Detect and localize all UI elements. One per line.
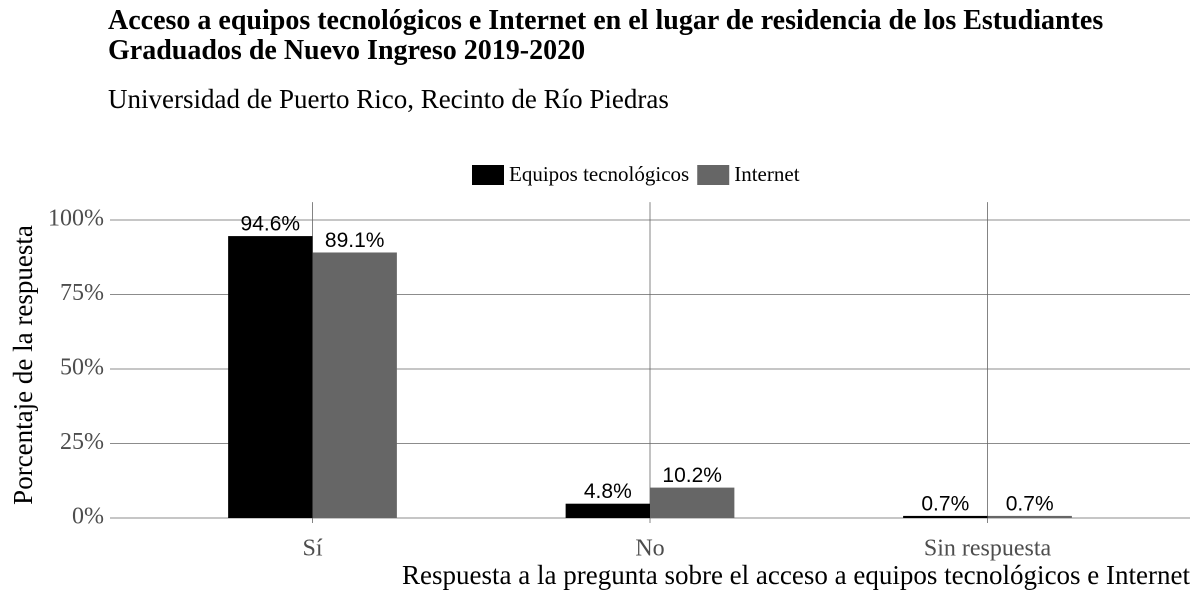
chart-subtitle: Universidad de Puerto Rico, Recinto de R… (108, 84, 669, 114)
bar (228, 236, 313, 519)
y-axis-label: Porcentaje de la respuesta (8, 225, 38, 505)
bar (650, 487, 735, 518)
y-tick-label: 75% (60, 280, 104, 306)
data-label: 10.2% (662, 464, 722, 487)
y-tick-label: 25% (60, 429, 104, 455)
legend-label: Internet (734, 162, 799, 186)
legend-swatch (472, 165, 504, 185)
legend-swatch (697, 165, 730, 185)
data-label: 89.1% (325, 229, 385, 252)
legend-label: Equipos tecnológicos (509, 162, 689, 186)
bar (565, 503, 650, 518)
x-axis-label: Respuesta a la pregunta sobre el acceso … (402, 560, 1190, 590)
data-label: 0.7% (921, 492, 969, 515)
bar (312, 252, 397, 518)
x-tick-label: Sí (302, 536, 322, 562)
data-label: 0.7% (1006, 492, 1054, 515)
chart-title: Acceso a equipos tecnológicos e Internet… (108, 6, 1104, 66)
bar (903, 515, 988, 518)
y-tick-label: 0% (72, 504, 104, 530)
x-tick-label: Sin respuesta (924, 536, 1052, 562)
y-tick-label: 100% (48, 206, 104, 232)
data-label: 4.8% (584, 480, 632, 503)
bar (987, 515, 1072, 518)
y-tick-label: 50% (60, 355, 104, 381)
x-tick-label: No (635, 536, 664, 562)
title-box: Acceso a equipos tecnológicos e Internet… (108, 6, 1104, 66)
data-label: 94.6% (241, 213, 301, 236)
